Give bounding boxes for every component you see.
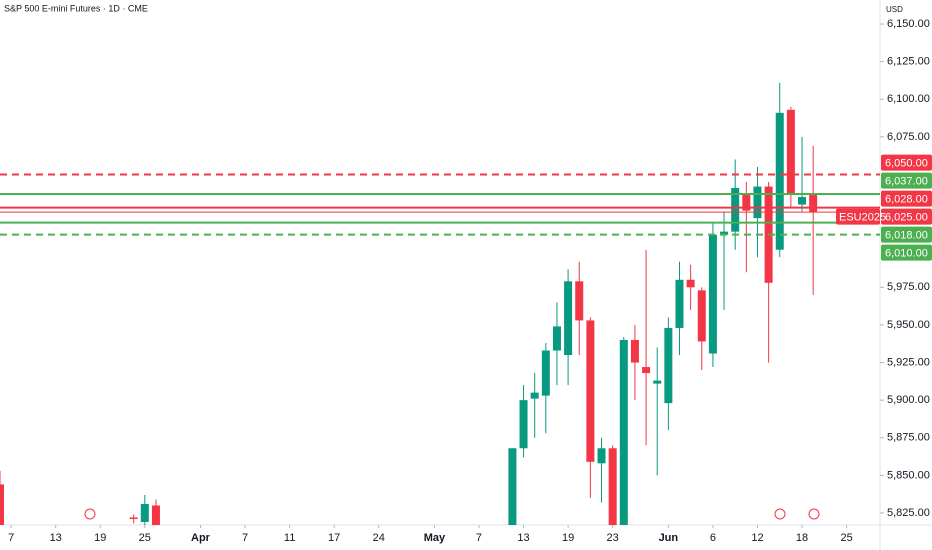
event-marker: [84, 508, 96, 520]
x-tick-label: 11: [284, 532, 295, 544]
price-level-label: 6,037.00: [885, 175, 928, 187]
x-tick-label: 7: [476, 532, 482, 544]
y-tick-label: 6,100.00: [887, 93, 930, 105]
candle-body: [753, 186, 762, 219]
x-tick-label: 25: [139, 532, 151, 544]
event-marker: [808, 508, 820, 520]
y-tick-label: 5,925.00: [887, 356, 930, 368]
candle-body: [575, 281, 584, 321]
price-level-box: [881, 172, 932, 189]
price-level-box: [881, 226, 932, 243]
y-tick-label: 5,875.00: [887, 432, 930, 444]
candle-body: [564, 281, 573, 356]
x-tick-label: Jun: [659, 532, 679, 544]
candle-body: [597, 448, 606, 464]
candle-body: [664, 327, 673, 404]
candle-body: [720, 231, 729, 235]
price-level-label: 6,050.00: [885, 157, 928, 169]
x-tick-label: Apr: [191, 532, 211, 544]
price-level-label: 6,010.00: [885, 247, 928, 259]
x-tick-label: 7: [242, 532, 248, 544]
candle-body: [552, 326, 561, 351]
candle-body: [508, 448, 517, 525]
x-tick-label: 18: [796, 532, 808, 544]
price-level-box: [881, 244, 932, 261]
candle-body: [619, 339, 628, 525]
candle-body: [642, 367, 651, 374]
candle-body: [151, 505, 160, 525]
y-tick-label: 5,950.00: [887, 319, 930, 331]
price-level-label: 6,025.00: [885, 211, 928, 223]
candle-body: [786, 109, 795, 195]
candle-body: [541, 350, 550, 396]
candle-body: [686, 279, 695, 288]
event-markers: [84, 508, 820, 520]
x-tick-label: 6: [710, 532, 716, 544]
currency: USD: [886, 5, 903, 14]
price-level-label: 6,028.00: [885, 193, 928, 205]
x-tick-label: 13: [50, 532, 62, 544]
candle-body: [519, 400, 528, 449]
candle-body: [653, 380, 662, 384]
y-tick-label: 5,900.00: [887, 394, 930, 406]
x-tick-label: 7: [8, 532, 14, 544]
candle-body: [731, 188, 740, 232]
x-tick-label: 25: [840, 532, 852, 544]
y-tick-label: 5,850.00: [887, 469, 930, 481]
plot-area: [0, 82, 818, 525]
symbol-box: [836, 208, 880, 225]
candle-body: [630, 339, 639, 363]
candle-body: [608, 448, 617, 525]
candle-body: [129, 517, 138, 519]
y-tick-label: 6,125.00: [887, 56, 930, 68]
candle-body: [530, 392, 539, 399]
x-tick-label: 12: [751, 532, 763, 544]
x-tick-label: 23: [607, 532, 619, 544]
price-level-label: 6,018.00: [885, 229, 928, 241]
y-tick-label: 6,150.00: [887, 18, 930, 30]
price-level-box: [881, 190, 932, 207]
candle-body: [742, 194, 751, 211]
event-marker: [774, 508, 786, 520]
x-tick-label: 19: [94, 532, 106, 544]
x-tick-label: 17: [328, 532, 340, 544]
price-level-box: [881, 154, 932, 171]
chart-title: S&P 500 E-mini Futures · 1D · CME: [4, 3, 148, 13]
candle-body: [809, 194, 818, 213]
candle-body: [0, 484, 4, 525]
candle-body: [798, 197, 807, 205]
y-tick-label: 5,975.00: [887, 281, 930, 293]
candle-body: [697, 290, 706, 342]
candle-body: [708, 234, 717, 354]
y-tick-label: 5,825.00: [887, 507, 930, 519]
candle-body: [775, 112, 784, 250]
candle-body: [586, 320, 595, 462]
x-tick-label: 24: [373, 532, 385, 544]
symbol-label: ESU2025: [839, 211, 886, 223]
x-tick-label: May: [424, 532, 446, 544]
price-level-box: [881, 208, 932, 225]
y-tick-label: 6,075.00: [887, 131, 930, 143]
x-tick-label: 13: [517, 532, 529, 544]
x-tick-label: 19: [562, 532, 574, 544]
candle-body: [140, 503, 149, 522]
candle-body: [675, 279, 684, 328]
